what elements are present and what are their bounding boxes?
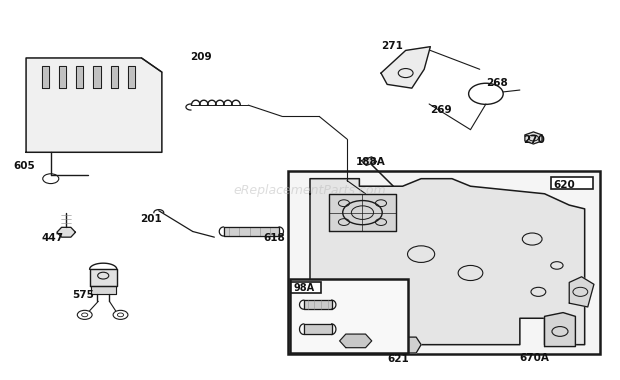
Polygon shape [310,179,585,345]
Text: 618: 618 [264,233,285,243]
Polygon shape [42,65,49,88]
Bar [291,282,321,293]
Text: 575: 575 [73,290,94,299]
Polygon shape [381,47,430,88]
Text: 209: 209 [190,52,211,62]
Polygon shape [94,65,101,88]
Polygon shape [340,334,372,348]
Text: 605: 605 [14,161,35,171]
Text: 98A: 98A [294,283,315,293]
Text: 620: 620 [553,180,575,190]
Polygon shape [128,65,135,88]
Text: 271: 271 [381,41,403,51]
Polygon shape [76,65,84,88]
Bar [288,171,600,354]
Polygon shape [569,277,594,307]
Bar [290,279,407,353]
Polygon shape [59,65,66,88]
Polygon shape [304,324,332,334]
Polygon shape [26,58,162,152]
Polygon shape [224,227,279,236]
Text: 188A: 188A [356,157,386,168]
Polygon shape [329,194,396,231]
Text: eReplacementParts.com: eReplacementParts.com [234,184,386,196]
Text: 269: 269 [430,105,452,115]
Bar [551,177,593,189]
Text: 268: 268 [486,78,508,88]
Polygon shape [110,65,118,88]
Text: 270: 270 [523,135,545,145]
Polygon shape [544,313,575,347]
Text: 201: 201 [140,214,162,224]
Text: 670A: 670A [520,353,550,363]
Text: 621: 621 [387,354,409,364]
Polygon shape [525,132,542,144]
Polygon shape [91,286,115,294]
Text: 447: 447 [42,233,64,243]
Polygon shape [90,269,117,286]
Polygon shape [384,337,421,353]
Polygon shape [57,227,76,237]
Polygon shape [361,157,377,165]
Polygon shape [304,300,332,309]
